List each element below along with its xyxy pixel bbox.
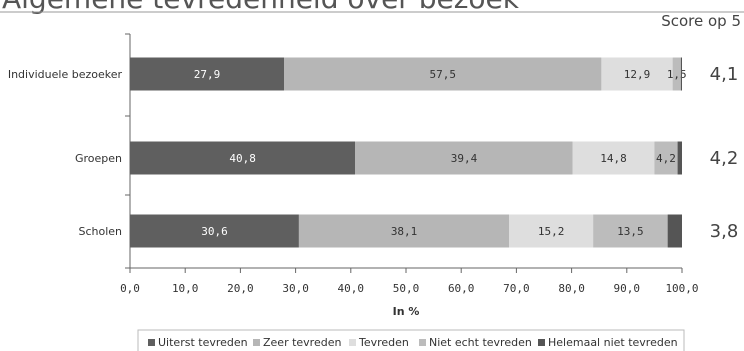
- bar-segment: [509, 214, 594, 248]
- bar-segment: [672, 57, 681, 91]
- x-tick-label: 0,0: [120, 282, 140, 295]
- legend-label: Helemaal niet tevreden: [548, 336, 678, 349]
- category-label: Scholen: [78, 225, 122, 238]
- data-label: 4,2: [656, 152, 676, 165]
- x-tick-label: 30,0: [282, 282, 309, 295]
- x-tick-label: 50,0: [393, 282, 420, 295]
- x-tick-label: 70,0: [503, 282, 530, 295]
- data-label: 12,9: [624, 68, 651, 81]
- x-axis-label: In %: [393, 305, 420, 318]
- bar-segment: [572, 141, 655, 175]
- category-label: Groepen: [75, 152, 122, 165]
- x-tick-label: 20,0: [227, 282, 254, 295]
- x-tick-label: 90,0: [614, 282, 641, 295]
- category-label: Individuele bezoeker: [8, 68, 123, 81]
- data-label: 38,1: [391, 225, 418, 238]
- bar-segment: [593, 214, 668, 248]
- score-value: 4,1: [710, 64, 739, 85]
- bar-segment: [654, 141, 678, 175]
- bar-segment: [130, 214, 299, 248]
- data-label: 1,5: [667, 68, 687, 81]
- x-tick-label: 40,0: [338, 282, 365, 295]
- score-value: 3,8: [710, 221, 739, 242]
- data-label: 57,5: [429, 68, 456, 81]
- x-tick-label: 100,0: [665, 282, 698, 295]
- data-label: 14,8: [600, 152, 627, 165]
- legend-label: Uiterst tevreden: [158, 336, 248, 349]
- bar-segment: [130, 57, 285, 91]
- plot-area: 0,0 10,0 20,0 30,0 40,0 50,0 60,0 70,0 80,0 90,0 1…: [8, 33, 739, 295]
- legend-swatch: [148, 339, 155, 346]
- bar-segment: [680, 57, 682, 91]
- legend-swatch: [349, 339, 356, 346]
- legend-swatch: [538, 339, 545, 346]
- legend-label: Niet echt tevreden: [429, 336, 532, 349]
- score-header: Score op 5: [661, 12, 741, 30]
- x-tick-label: 60,0: [448, 282, 475, 295]
- score-value: 4,2: [710, 148, 739, 169]
- legend-swatch: [253, 339, 260, 346]
- legend-label: Zeer tevreden: [263, 336, 341, 349]
- data-label: 30,6: [201, 225, 228, 238]
- legend-frame: [137, 329, 685, 351]
- data-label: 15,2: [538, 225, 565, 238]
- chart-title: Algemene tevredenheid over bezoek: [2, 0, 520, 15]
- legend-swatch: [419, 339, 426, 346]
- bar-segment: [601, 57, 673, 91]
- bar-segment: [355, 141, 573, 175]
- bar-segment: [677, 141, 682, 175]
- bar-segment: [130, 141, 356, 175]
- data-label: 40,8: [229, 152, 256, 165]
- data-label: 27,9: [194, 68, 221, 81]
- bar-segment: [284, 57, 602, 91]
- bar-segment: [667, 214, 682, 248]
- x-tick-label: 10,0: [172, 282, 199, 295]
- bar-segment: [298, 214, 510, 248]
- legend: Uiterst tevreden Zeer tevreden Tevreden Nie…: [137, 329, 685, 351]
- legend-label: Tevreden: [358, 336, 409, 349]
- x-tick-label: 80,0: [558, 282, 585, 295]
- data-label: 13,5: [617, 225, 644, 238]
- data-label: 39,4: [451, 152, 478, 165]
